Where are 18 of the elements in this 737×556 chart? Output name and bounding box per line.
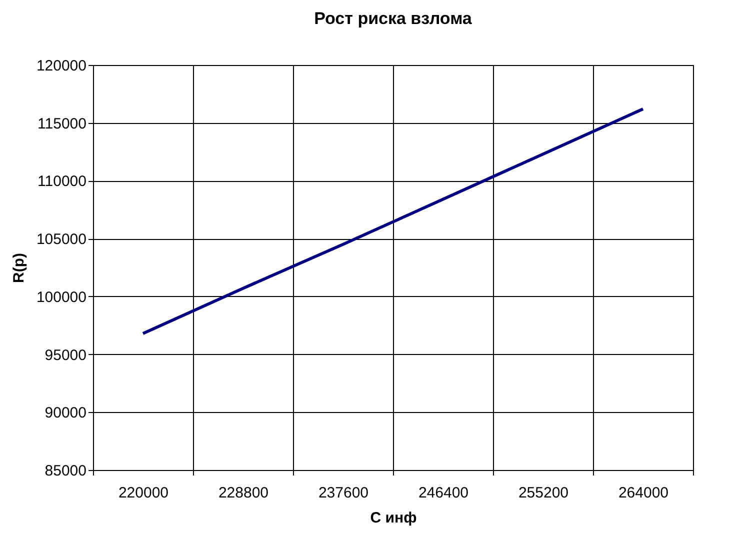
y-tick-label: 100000 xyxy=(36,288,86,306)
x-tick-label: 264000 xyxy=(618,484,669,502)
y-tick-label: 110000 xyxy=(38,173,86,190)
x-tick-label: 220000 xyxy=(118,484,169,502)
y-tick-label: 85000 xyxy=(44,462,86,480)
y-tick-label: 120000 xyxy=(36,58,86,74)
x-axis-title: C инф xyxy=(370,510,417,526)
y-axis-title: R(р) xyxy=(10,253,28,283)
y-tick-label: 90000 xyxy=(44,404,86,422)
line-series xyxy=(142,107,644,335)
y-tick-label: 105000 xyxy=(36,231,86,248)
x-tick-label: 237600 xyxy=(318,484,369,502)
x-tick-label: 246400 xyxy=(418,484,469,502)
x-tick-label: 228800 xyxy=(218,484,269,502)
chart-title: Рост риска взлома xyxy=(314,9,472,28)
y-tick-label: 115000 xyxy=(38,115,86,132)
x-tick-label: 255200 xyxy=(518,484,569,502)
y-tick-label: 95000 xyxy=(44,346,86,364)
